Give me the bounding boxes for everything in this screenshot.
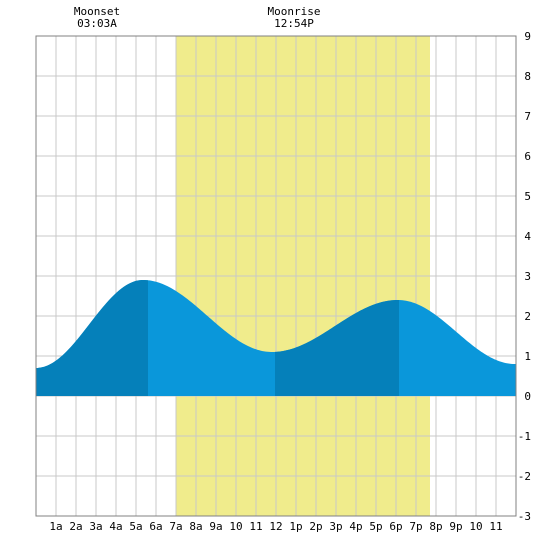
grid-lines (36, 36, 516, 516)
y-tick-label: 9 (524, 30, 531, 43)
x-tick-label: 7p (409, 520, 422, 533)
x-tick-label: 9p (449, 520, 462, 533)
tide-area (36, 280, 516, 396)
moonset-annotation: Moonset 03:03A (74, 6, 120, 30)
moonset-time: 03:03A (77, 17, 117, 30)
x-tick-label: 1a (49, 520, 62, 533)
y-tick-label: 4 (524, 230, 531, 243)
x-tick-label: 5p (369, 520, 382, 533)
moonrise-label: Moonrise (267, 5, 321, 18)
y-axis-tick-labels: -3 -2 -1 0 1 2 3 4 5 6 7 8 9 (518, 30, 532, 523)
y-tick-label: -2 (518, 470, 531, 483)
moonrise-time: 12:54P (274, 17, 314, 30)
x-tick-label: 4p (349, 520, 362, 533)
y-tick-label: 8 (524, 70, 531, 83)
y-tick-label: 3 (524, 270, 531, 283)
moonrise-annotation: Moonrise 12:54P (268, 6, 321, 30)
x-tick-label: 3p (329, 520, 342, 533)
x-tick-label: 8a (189, 520, 202, 533)
x-tick-label: 7a (169, 520, 182, 533)
x-tick-label: 9a (209, 520, 222, 533)
y-tick-label: 6 (524, 150, 531, 163)
x-tick-label: 1p (289, 520, 302, 533)
x-tick-label: 11 (249, 520, 262, 533)
x-tick-label: 2a (69, 520, 82, 533)
moonset-label: Moonset (73, 5, 121, 18)
x-tick-label: 4a (109, 520, 122, 533)
y-tick-label: 2 (524, 310, 531, 323)
x-tick-label: 5a (129, 520, 142, 533)
y-tick-label: 1 (524, 350, 531, 363)
y-tick-label: 7 (524, 110, 531, 123)
tide-area-dark (36, 280, 148, 396)
x-tick-label: 12 (269, 520, 282, 533)
x-tick-label: 10 (469, 520, 482, 533)
y-tick-label: -1 (518, 430, 531, 443)
plot-frame (35, 35, 517, 517)
y-tick-label: 0 (524, 390, 531, 403)
y-tick-label: -3 (518, 510, 531, 523)
x-tick-label: 8p (429, 520, 442, 533)
x-tick-label: 3a (89, 520, 102, 533)
x-axis-tick-labels: 1a 2a 3a 4a 5a 6a 7a 8a 9a 10 11 12 1p 2p 3p 4p 5p 6p 7p 8p… (49, 520, 502, 533)
x-tick-label: 6p (389, 520, 402, 533)
x-tick-label: 11 (489, 520, 502, 533)
y-tick-label: 5 (524, 190, 531, 203)
tide-area-dark (275, 300, 399, 396)
x-tick-label: 2p (309, 520, 322, 533)
x-tick-label: 6a (149, 520, 162, 533)
x-tick-label: 10 (229, 520, 242, 533)
